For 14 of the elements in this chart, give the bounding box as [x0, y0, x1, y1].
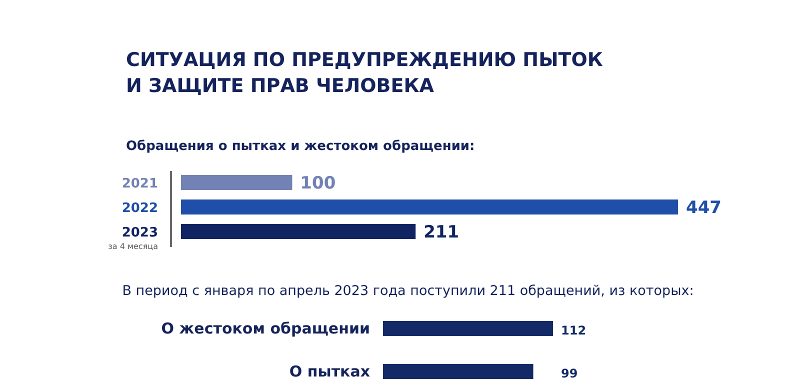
data-label: 447 [686, 198, 722, 218]
y-tick-label: 2022 [122, 201, 158, 216]
chart-title: В период с января по апрель 2023 года поступили 211 обращений, из которых: [122, 283, 694, 299]
data-label: 112 [561, 324, 586, 338]
data-label: 211 [424, 222, 460, 242]
chart-subtitle: Обращения о пытках и жестоком обращении: [126, 139, 475, 154]
data-label: 99 [561, 366, 578, 380]
data-label: 100 [300, 174, 336, 194]
y-tick-label: О пытках [289, 362, 370, 380]
chart-title: СИТУАЦИЯ ПО ПРЕДУПРЕЖДЕНИЮ ПЫТОК И ЗАЩИТЕ ПРАВ ЧЕЛОВЕКА [126, 49, 604, 97]
y-tick-label: 2023 [122, 226, 158, 240]
y-tick-label: 2021 [122, 176, 158, 192]
y-tick-label: О жестоком обращении [161, 320, 370, 338]
text: за 4 месяца [108, 242, 158, 251]
